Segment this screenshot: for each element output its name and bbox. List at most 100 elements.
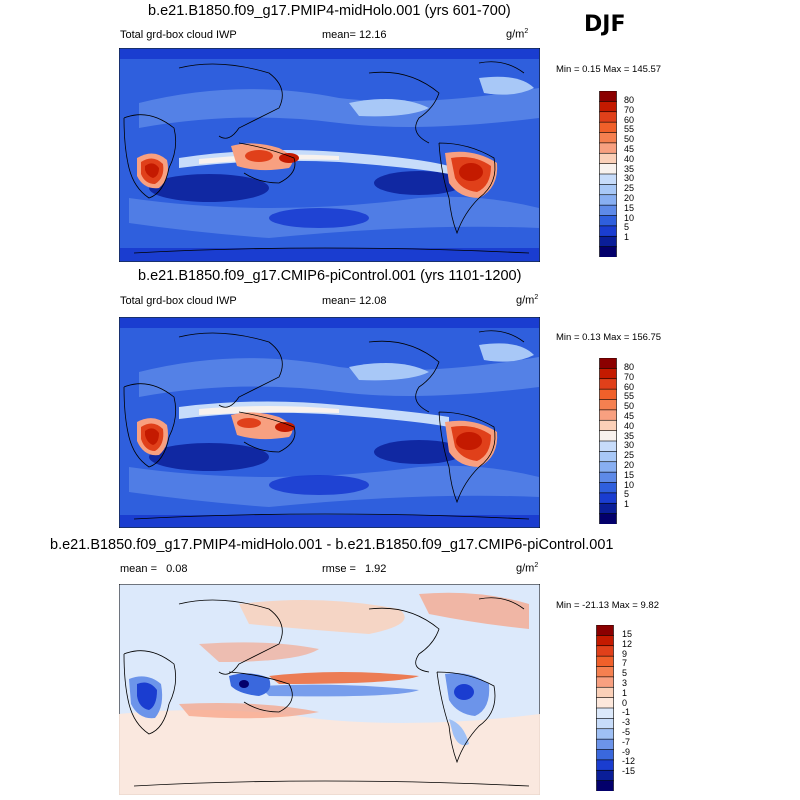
panel-3-mean: mean = 0.08 [120,563,187,575]
colorbar-swatch [599,492,617,504]
colorbar-swatch [599,142,617,154]
panel-2-units: g/m2 [516,294,538,307]
colorbar-label: 35 [624,163,635,174]
colorbar-swatch [599,101,617,113]
colorbar-label: 20 [624,459,635,470]
mean-label: mean= [322,29,356,41]
panel-2-minmax: Min = 0.13 Max = 156.75 [556,332,662,343]
colorbar-label: -15 [622,766,636,777]
panel-3-map [118,583,541,796]
colorbar-label: 45 [624,410,635,421]
colorbar-swatch [599,368,617,380]
colorbar-swatch [599,215,617,227]
colorbar-swatch [596,666,614,678]
colorbar-label: 10 [624,212,635,223]
colorbar-label: -7 [622,736,631,747]
colorbar-swatch [596,718,614,730]
colorbar-swatch [596,686,614,699]
colorbar-label: 55 [624,391,635,402]
colorbar-swatch [599,173,617,185]
panel-1-minmax: Min = 0.15 Max = 145.57 [556,64,662,75]
colorbar-label: -9 [622,746,631,757]
panel-3-minmax: Min = -21.13 Max = 9.82 [556,600,659,611]
panel-3-units: g/m2 [516,562,538,575]
colorbar-swatch [599,440,617,452]
map-iwp-picontrol [118,316,541,529]
units-base: g/m [516,294,535,307]
colorbar-swatch [596,625,614,636]
colorbar-label: 50 [624,401,635,412]
units-exponent: 2 [534,562,539,569]
colorbar-swatch [599,451,617,463]
colorbar-label: 3 [622,677,628,688]
units-exponent: 2 [534,294,539,301]
colorbar-label: 60 [624,381,635,392]
colorbar-swatch [596,769,614,782]
colorbar-label: 25 [624,450,635,461]
mean-value: 12.08 [359,295,387,307]
units-exponent: 2 [524,28,529,35]
colorbar-label: 30 [624,440,635,451]
colorbar-label: 20 [624,192,635,203]
colorbar-label: -3 [622,717,631,728]
colorbar-swatch [599,152,617,165]
mean-value: 12.16 [359,29,387,41]
colorbar-swatch [599,502,617,515]
colorbar-label: 5 [622,668,628,679]
season-label: DJF [584,12,626,37]
panel-1-mean: mean= 12.16 [322,29,387,41]
colorbar-label: 70 [624,104,635,115]
panel-3-rmse: rmse = 1.92 [322,563,386,575]
panel-2-title: b.e21.B1850.f09_g17.CMIP6-piControl.001 … [138,268,522,284]
colorbar-swatch [599,482,617,494]
panel-3-colorbar [596,625,614,791]
colorbar-label: 9 [622,648,628,659]
colorbar-swatch [599,225,617,237]
colorbar-swatch [599,388,617,401]
colorbar-label: 50 [624,134,635,145]
colorbar-label: 10 [624,479,635,490]
units-base: g/m [516,562,535,575]
colorbar-label: 60 [624,114,635,125]
colorbar-swatch [599,121,617,134]
colorbar-label: 15 [624,469,635,480]
colorbar-swatch [599,163,617,175]
colorbar-1 [599,91,617,257]
colorbar-swatch [599,111,617,123]
colorbar-label: 70 [624,371,635,382]
colorbar-label: 5 [624,489,630,500]
colorbar-label: 0 [622,697,628,708]
colorbar-label: 12 [622,638,633,649]
colorbar-label: 1 [624,499,630,510]
colorbar-swatch [596,635,614,647]
colorbar-label: 1 [622,687,628,698]
colorbar-swatch [596,676,614,688]
colorbar-swatch [596,759,614,771]
panel-3-colorbar-labels: 15 12 9 7 5 3 1 0 -1 -3 -5 -7 -9 -12 -15 [622,629,636,777]
colorbar-label: 15 [622,629,633,639]
colorbar-label: 55 [624,124,635,135]
panel-1-colorbar-labels: 80 70 60 55 50 45 40 35 30 25 20 15 10 5… [624,95,635,243]
colorbar-label: 1 [624,232,630,243]
colorbar-swatch [596,780,614,791]
colorbar-swatch [599,204,617,217]
rmse-value: 1.92 [365,563,387,575]
colorbar-swatch [599,246,617,257]
colorbar-swatch [599,419,617,432]
colorbar-swatch [596,749,614,761]
panel-1-title: b.e21.B1850.f09_g17.PMIP4-midHolo.001 (y… [148,3,511,19]
colorbar-label: 15 [624,202,635,213]
colorbar-label: 40 [624,153,635,164]
colorbar-swatch [599,132,617,144]
colorbar-label: 7 [622,658,628,669]
colorbar-label: -5 [622,726,631,737]
panel-1-map [118,47,541,263]
panel-2-map [118,316,541,529]
colorbar-label: -12 [622,756,636,767]
mean-value: 0.08 [166,563,188,575]
panel-1-units: g/m2 [506,28,528,41]
units-base: g/m [506,28,525,41]
mean-label: mean= [322,295,356,307]
colorbar-swatch [599,194,617,206]
panel-1-variable: Total grd-box cloud IWP [120,29,237,41]
